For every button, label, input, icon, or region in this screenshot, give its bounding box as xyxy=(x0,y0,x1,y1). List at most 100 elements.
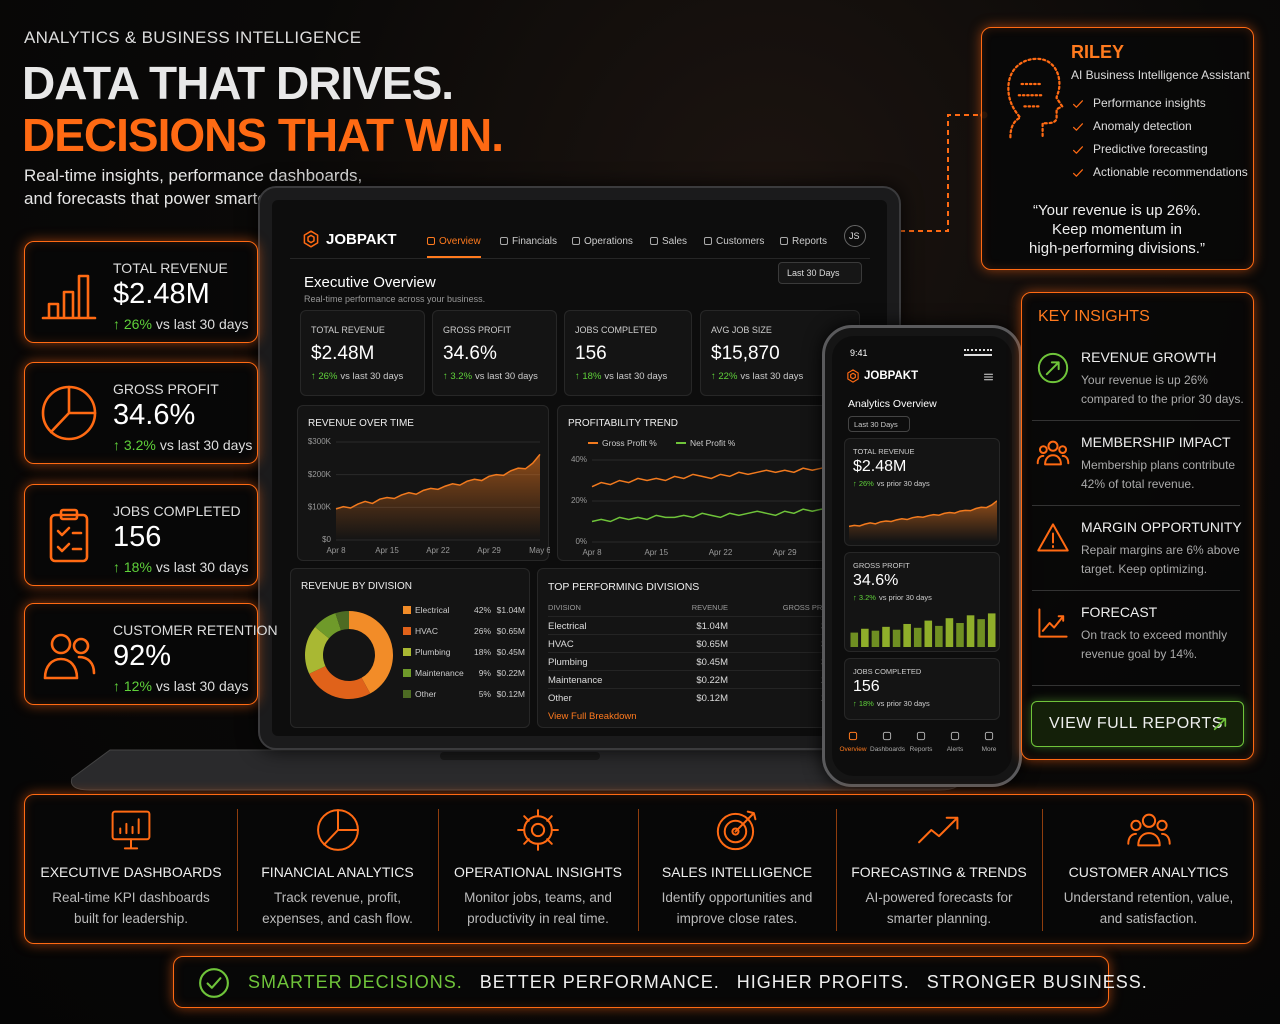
table-link[interactable]: View Full Breakdown xyxy=(548,711,637,722)
nav-item[interactable]: Reports xyxy=(780,236,827,256)
icon-shape xyxy=(950,731,960,741)
tab-label[interactable]: Dashboards xyxy=(870,746,906,753)
insight-title: FORECAST xyxy=(1081,604,1158,620)
legend-share: 42% xyxy=(473,605,491,615)
x-tick-label: Apr 8 xyxy=(326,546,346,555)
icon-shape xyxy=(1007,57,1064,139)
feature-icon xyxy=(918,816,959,844)
tab-label[interactable]: Alerts xyxy=(946,746,964,753)
insight-icon xyxy=(1037,352,1069,384)
table-header: DIVISION xyxy=(548,603,581,612)
bar xyxy=(882,626,890,647)
kpi-value: 156 xyxy=(853,678,880,695)
kpi-card: GROSS PROFIT 34.6% ↑ 3.2% vs last 30 days xyxy=(432,310,557,396)
range-select[interactable]: Last 30 Days xyxy=(778,262,862,284)
assistant-name: RILEY xyxy=(1071,42,1125,62)
assistant-feature: Predictive forecasting xyxy=(1093,142,1208,156)
check-icon xyxy=(1073,169,1083,177)
icon-shape xyxy=(1017,82,1046,108)
kpi-change-row: ↑ 18% vs prior 30 days xyxy=(853,699,930,708)
line xyxy=(335,453,541,510)
kpi-value: 34.6% xyxy=(853,572,899,589)
kpi-label: TOTAL REVENUE xyxy=(311,325,385,335)
y-tick-label: $300K xyxy=(308,437,332,446)
dashboard-subtitle: Real-time performance across your busine… xyxy=(304,294,486,304)
view-reports-button[interactable]: VIEW FULL REPORTS xyxy=(1031,701,1244,747)
icon-shape xyxy=(1155,819,1168,831)
kpi-compare: vs last 30 days xyxy=(155,559,249,575)
tagline-text: BETTER PERFORMANCE. xyxy=(479,972,720,992)
legend-swatch xyxy=(403,669,411,677)
subtitle: Real-time insights, performance dashboar… xyxy=(24,166,363,185)
nav-item[interactable]: Financials xyxy=(500,236,557,256)
insight-icon xyxy=(1037,523,1069,552)
icon-shape xyxy=(43,655,96,680)
kpi-value: 34.6% xyxy=(113,399,196,431)
icon-shape xyxy=(49,513,89,563)
nav-item[interactable]: Overview xyxy=(427,236,481,258)
legend-swatch xyxy=(588,442,598,444)
bar xyxy=(903,623,911,647)
feature-title: SALES INTELLIGENCE xyxy=(661,864,813,880)
brand-logo xyxy=(303,230,319,248)
x-tick-label: Apr 8 xyxy=(582,548,602,557)
tab-label[interactable]: Overview xyxy=(839,746,867,753)
kpi-change-row: ↑ 18% vs last 30 days xyxy=(113,559,249,575)
kpi-label: JOBS COMPLETED xyxy=(575,325,658,335)
legend-revenue: $0.12M xyxy=(496,689,525,699)
icon-shape xyxy=(918,816,959,844)
icon-shape xyxy=(1141,813,1156,828)
tab-label[interactable]: More xyxy=(981,746,997,753)
kpi-icon xyxy=(41,274,97,320)
brand-name: JOBPAKT xyxy=(864,370,919,382)
icon-shape xyxy=(50,633,72,655)
table-header: GROSS PROFIT % xyxy=(782,603,848,612)
bar xyxy=(945,618,954,647)
donut-slice xyxy=(335,611,349,631)
assistant-feature: Anomaly detection xyxy=(1093,119,1192,133)
y-tick-label: 40% xyxy=(571,455,587,464)
bar xyxy=(966,615,975,647)
nav-item[interactable]: Operations xyxy=(572,236,633,256)
icon-shape xyxy=(723,819,748,844)
kpi-compare: vs last 30 days xyxy=(740,371,804,382)
legend-swatch xyxy=(403,627,411,635)
icon-shape xyxy=(847,369,859,383)
bar xyxy=(871,630,880,647)
table-cell: $0.65M xyxy=(696,639,728,650)
tagline-text: HIGHER PROFITS. xyxy=(736,972,910,992)
icon-shape xyxy=(199,968,229,998)
legend-item: Gross Profit % xyxy=(588,438,657,448)
icon-shape xyxy=(1036,454,1070,466)
table-cell: Maintenance xyxy=(548,675,603,686)
area xyxy=(336,454,540,540)
kpi-change-row: ↑ 3.2% vs last 30 days xyxy=(113,437,252,453)
tagline-check xyxy=(199,968,229,998)
insight-text: On track to exceed monthly revenue goal … xyxy=(1081,628,1228,662)
brand-name: JOBPAKT xyxy=(326,231,397,248)
nav-item[interactable]: Sales xyxy=(650,236,687,256)
range-select[interactable]: Last 30 Days xyxy=(848,416,910,432)
kpi-value: $2.48M xyxy=(311,343,375,364)
nav-item[interactable]: Customers xyxy=(704,236,764,256)
kpi-compare: vs prior 30 days xyxy=(878,593,932,602)
insights-title: KEY INSIGHTS xyxy=(1038,308,1150,325)
kpi-card: GROSS PROFIT 34.6% ↑ 3.2% vs last 30 days xyxy=(24,362,258,464)
separator xyxy=(1042,809,1043,931)
kpi-compare: vs last 30 days xyxy=(155,316,249,332)
phone-card: JOBS COMPLETED 156 ↑ 18% vs prior 30 days xyxy=(844,658,1000,720)
feature-title: EXECUTIVE DASHBOARDS xyxy=(40,864,222,880)
chart-title: PROFITABILITY TREND xyxy=(568,418,679,429)
legend-label: HVAC xyxy=(415,626,438,636)
icon-shape xyxy=(1038,445,1048,454)
tab-label[interactable]: Reports xyxy=(909,746,933,753)
kpi-card: JOBS COMPLETED 156 ↑ 18% vs last 30 days xyxy=(564,310,692,396)
bar xyxy=(861,628,869,647)
x-tick-label: Apr 29 xyxy=(477,546,501,555)
donut-slice xyxy=(305,626,329,674)
phone-revenue-chart xyxy=(849,500,997,541)
table-title: TOP PERFORMING DIVISIONS xyxy=(548,581,700,593)
chart-title: REVENUE BY DIVISION xyxy=(301,581,412,592)
icon-shape xyxy=(1037,352,1069,384)
x-tick-label: May 6 xyxy=(529,546,550,555)
